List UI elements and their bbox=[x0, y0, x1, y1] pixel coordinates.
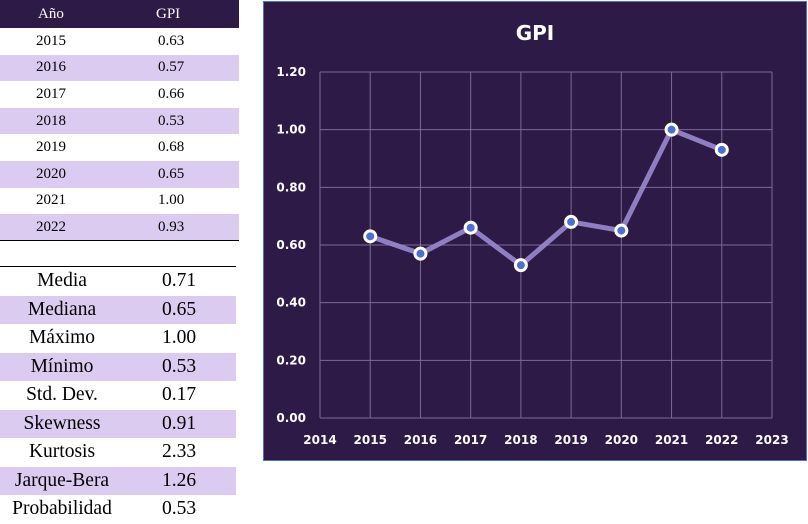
row-value: 1.00 bbox=[158, 192, 185, 209]
data-point-marker bbox=[363, 229, 378, 244]
grid-lines bbox=[319, 71, 773, 419]
row-year: 2019 bbox=[36, 139, 66, 156]
series-gpi bbox=[363, 122, 729, 273]
stats-row: Probabilidad 0.53 bbox=[0, 495, 236, 524]
stat-label: Probabilidad bbox=[12, 498, 112, 520]
row-value: 0.93 bbox=[158, 218, 185, 235]
row-year: 2018 bbox=[36, 112, 66, 129]
year-column-header: Año bbox=[38, 5, 64, 22]
stat-value: 0.91 bbox=[162, 412, 197, 434]
stat-value: 0.17 bbox=[162, 384, 197, 406]
y-tick-label: 0.40 bbox=[276, 296, 306, 310]
stat-label: Skewness bbox=[23, 412, 101, 434]
y-tick-label: 0.00 bbox=[276, 411, 306, 425]
stat-label: Mínimo bbox=[30, 355, 94, 377]
stat-label: Mediana bbox=[27, 298, 97, 320]
row-value: 0.53 bbox=[158, 112, 185, 129]
gpi-data-table: Año GPI 2015 0.63 2016 0.57 2017 0.66 2018 0… bbox=[0, 0, 239, 241]
stat-label: Máximo bbox=[28, 327, 96, 349]
x-tick-label: 2016 bbox=[404, 433, 437, 447]
x-tick-label: 2017 bbox=[454, 433, 487, 447]
row-value: 0.66 bbox=[158, 85, 185, 102]
stats-row: Mediana 0.65 bbox=[0, 295, 236, 324]
stats-row: Skewness 0.91 bbox=[0, 409, 236, 438]
x-tick-label: 2015 bbox=[354, 433, 387, 447]
row-year: 2017 bbox=[36, 85, 66, 102]
data-point-marker bbox=[664, 122, 679, 137]
stat-value: 1.26 bbox=[162, 469, 197, 491]
stat-value: 0.53 bbox=[162, 498, 197, 520]
data-point-marker bbox=[564, 214, 579, 229]
stats-row: Std. Dev. 0.17 bbox=[0, 381, 236, 410]
data-point-marker bbox=[614, 223, 629, 238]
stat-value: 0.53 bbox=[162, 355, 197, 377]
stat-value: 0.71 bbox=[162, 270, 197, 292]
table-row: 2015 0.63 bbox=[0, 28, 239, 55]
y-tick-label: 1.00 bbox=[276, 123, 306, 137]
axis-tick-labels: 0.00 0.20 0.40 0.60 0.80 1.00 1.20 2014 2015 2016… bbox=[276, 65, 788, 447]
row-year: 2021 bbox=[36, 192, 66, 209]
data-point-marker bbox=[714, 142, 729, 157]
x-tick-label: 2023 bbox=[755, 433, 788, 447]
table-row: 2021 1.00 bbox=[0, 188, 239, 215]
table-header: Año GPI bbox=[0, 0, 239, 28]
table-row: 2022 0.93 bbox=[0, 214, 239, 241]
stats-row: Media 0.71 bbox=[0, 267, 236, 296]
gpi-column-header: GPI bbox=[156, 5, 181, 22]
stat-label: Jarque-Bera bbox=[14, 469, 110, 491]
stats-row: Jarque-Bera 1.26 bbox=[0, 466, 236, 495]
y-tick-label: 0.20 bbox=[276, 353, 306, 367]
row-value: 0.65 bbox=[158, 165, 185, 182]
row-value: 0.68 bbox=[158, 139, 185, 156]
x-tick-label: 2021 bbox=[655, 433, 688, 447]
stats-top-divider bbox=[0, 266, 236, 267]
x-tick-label: 2014 bbox=[303, 433, 336, 447]
stat-value: 1.00 bbox=[162, 327, 197, 349]
y-tick-label: 1.20 bbox=[276, 65, 306, 79]
row-year: 2020 bbox=[36, 165, 66, 182]
row-value: 0.63 bbox=[158, 32, 185, 49]
data-point-marker bbox=[463, 220, 478, 235]
table-row: 2019 0.68 bbox=[0, 134, 239, 161]
series-line bbox=[369, 127, 723, 268]
x-tick-label: 2018 bbox=[504, 433, 537, 447]
row-year: 2022 bbox=[36, 218, 66, 235]
table-row: 2018 0.53 bbox=[0, 107, 239, 135]
chart-canvas: GPI 0.00 0.20 0.40 0.60 0.80 1.00 1.20 2014 2015… bbox=[276, 21, 788, 447]
x-tick-label: 2020 bbox=[605, 433, 638, 447]
table-row: 2017 0.66 bbox=[0, 81, 239, 108]
stat-label: Media bbox=[37, 270, 87, 292]
stats-row: Máximo 1.00 bbox=[0, 324, 236, 353]
y-tick-label: 0.80 bbox=[276, 180, 306, 194]
stat-label: Kurtosis bbox=[28, 441, 96, 463]
row-value: 0.57 bbox=[158, 59, 185, 76]
x-tick-label: 2019 bbox=[554, 433, 587, 447]
stat-value: 0.65 bbox=[162, 298, 197, 320]
row-year: 2016 bbox=[36, 59, 66, 76]
data-point-marker bbox=[413, 246, 428, 261]
stat-label: Std. Dev. bbox=[26, 384, 98, 406]
table-row: 2016 0.57 bbox=[0, 54, 239, 82]
stat-value: 2.33 bbox=[162, 441, 197, 463]
gpi-line-chart: GPI 0.00 0.20 0.40 0.60 0.80 1.00 1.20 2014 2015… bbox=[263, 1, 807, 461]
data-point-marker bbox=[513, 258, 528, 273]
stats-table: Media 0.71 Mediana 0.65 Máximo 1.00 Mínimo 0… bbox=[0, 267, 236, 524]
stats-row: Mínimo 0.53 bbox=[0, 352, 236, 381]
table-row: 2020 0.65 bbox=[0, 160, 239, 188]
stats-row: Kurtosis 2.33 bbox=[0, 438, 236, 467]
row-year: 2015 bbox=[36, 32, 66, 49]
x-tick-label: 2022 bbox=[705, 433, 738, 447]
y-tick-label: 0.60 bbox=[276, 238, 306, 252]
chart-title: GPI bbox=[516, 21, 555, 45]
table-bottom-divider bbox=[0, 240, 239, 241]
